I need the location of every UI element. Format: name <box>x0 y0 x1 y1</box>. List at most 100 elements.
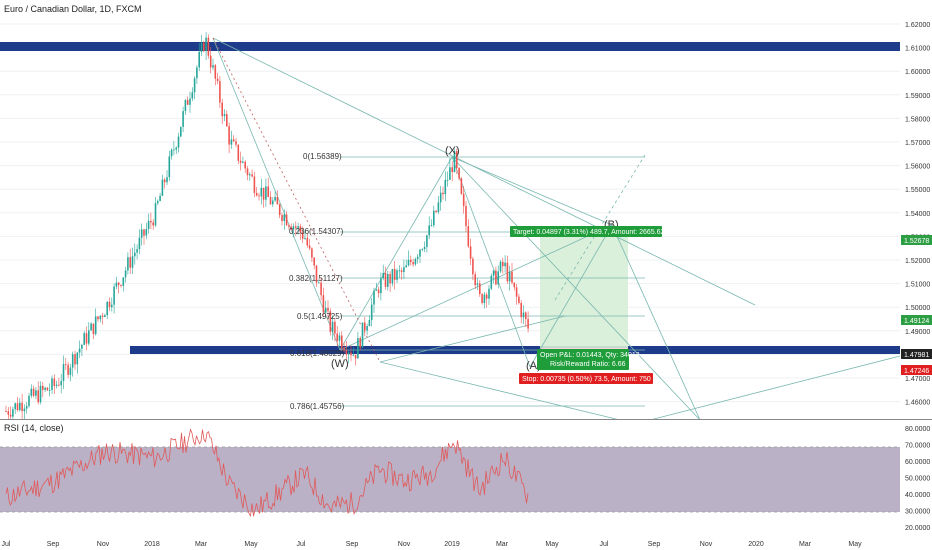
candle-body <box>108 301 111 308</box>
candle-body <box>255 192 258 196</box>
price-grid <box>0 23 900 403</box>
candle-body <box>297 226 299 228</box>
time-axis-label: May <box>848 541 862 548</box>
candle-body <box>5 411 7 412</box>
candle-body <box>244 161 246 169</box>
time-axis-label: 2019 <box>444 541 460 548</box>
candle-body <box>30 388 33 396</box>
candle-body <box>513 282 516 288</box>
time-axis[interactable]: Jul Sep Nov 2018 Mar May Jul Sep Nov 2019 Mar May Ju… <box>2 541 863 548</box>
candle-body <box>525 312 527 319</box>
candle-body <box>320 282 322 296</box>
candle-body <box>382 273 384 279</box>
candle-body <box>161 179 164 196</box>
rsi-line <box>5 428 529 517</box>
candle-body <box>117 282 120 286</box>
candle-body <box>341 335 343 348</box>
candle-body <box>276 196 279 205</box>
candlestick-series <box>5 32 529 424</box>
candle-body <box>212 65 214 68</box>
candle-body <box>281 215 283 221</box>
candle-body <box>377 289 380 294</box>
candle-body <box>94 316 97 335</box>
candle-body <box>249 174 251 176</box>
candle-body <box>198 51 200 68</box>
candle-body <box>508 271 511 282</box>
time-axis-label: Jul <box>297 541 306 548</box>
candle-body <box>184 100 187 112</box>
mid-price-value: 1.49124 <box>904 318 929 325</box>
candle-body <box>228 126 230 145</box>
candle-body <box>357 338 359 359</box>
price-axis-label: 1.46000 <box>905 400 930 407</box>
price-axis-label: 1.56000 <box>905 164 930 171</box>
candle-body <box>327 307 329 312</box>
candle-body <box>182 111 184 127</box>
candle-body <box>370 304 373 321</box>
candle-body <box>175 147 177 150</box>
candle-body <box>203 42 205 51</box>
stop-price-tag <box>901 365 932 375</box>
candle-body <box>387 274 389 287</box>
candle-body <box>81 344 83 349</box>
price-axis-label: 1.47000 <box>905 376 930 383</box>
candle-body <box>467 226 470 247</box>
candle-body <box>258 195 260 197</box>
candle-body <box>166 177 168 183</box>
candle-body <box>106 301 108 316</box>
candle-body <box>506 262 509 282</box>
time-axis-label: May <box>545 541 559 548</box>
candle-body <box>242 161 244 163</box>
candle-body <box>219 81 221 103</box>
time-axis-label: Mar <box>799 541 812 548</box>
candle-body <box>7 411 10 415</box>
price-axis-label: 1.59000 <box>905 93 930 100</box>
candle-body <box>375 289 378 291</box>
candle-body <box>189 98 191 105</box>
candle-body <box>368 320 371 327</box>
candle-body <box>253 176 256 193</box>
candle-body <box>453 151 456 173</box>
price-axis-label: 1.58000 <box>905 116 930 123</box>
candle-body <box>159 195 161 202</box>
candle-body <box>398 270 401 272</box>
candle-body <box>347 352 350 355</box>
open-pnl-box <box>537 349 629 370</box>
price-axis-label: 1.61000 <box>905 46 930 53</box>
candle-body <box>28 395 30 407</box>
rsi-pane[interactable] <box>0 420 900 536</box>
candle-body <box>12 409 14 417</box>
candle-body <box>435 210 437 213</box>
candle-body <box>460 178 463 194</box>
candle-body <box>412 262 414 265</box>
candle-body <box>111 304 113 308</box>
candle-body <box>69 367 72 375</box>
time-axis-label: Sep <box>648 541 661 548</box>
candle-body <box>329 311 332 332</box>
candle-body <box>437 202 440 213</box>
price-pane[interactable] <box>0 0 900 419</box>
price-axis-label: 1.50000 <box>905 305 930 312</box>
candle-body <box>527 318 529 329</box>
candle-body <box>265 186 267 200</box>
current-price-tag <box>901 235 932 245</box>
candle-body <box>88 330 90 344</box>
candle-body <box>101 315 104 317</box>
fib-label-0382: 0.382(1.51127) <box>289 274 343 283</box>
fib-label-0618: 0.618(1.48029) <box>290 349 345 358</box>
fib-label-0236: 0.236(1.54307) <box>289 227 344 236</box>
candle-body <box>200 42 203 52</box>
candle-body <box>143 229 145 236</box>
candle-body <box>23 408 26 412</box>
candle-body <box>311 248 313 258</box>
rsi-axis[interactable]: 80.0000 70.0000 60.0000 50.0000 40.0000 30.00… <box>905 426 930 532</box>
time-axis-label: Mar <box>195 541 208 548</box>
candle-body <box>299 226 302 233</box>
price-axis[interactable]: 1.62000 1.61000 1.60000 1.59000 1.58000 1.570… <box>905 22 930 407</box>
time-axis-label: 2020 <box>748 541 764 548</box>
candle-body <box>35 390 37 396</box>
candle-body <box>290 226 292 230</box>
price-axis-label: 1.62000 <box>905 22 930 29</box>
price-axis-label: 1.51000 <box>905 282 930 289</box>
